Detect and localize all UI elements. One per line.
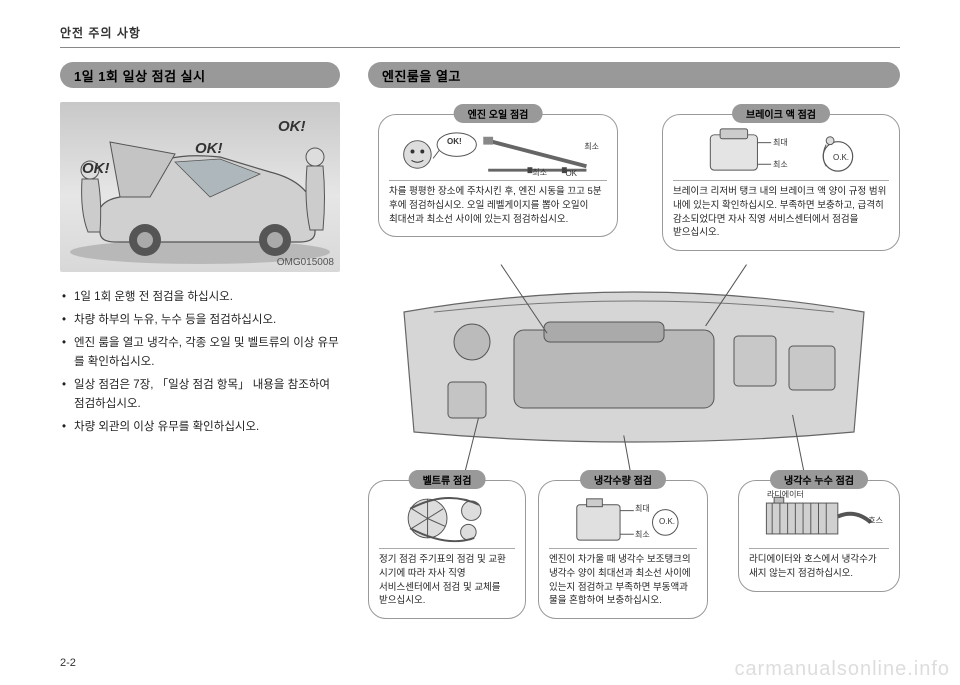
list-item: 차량 외관의 이상 유무를 확인하십시오. bbox=[60, 418, 340, 437]
left-column: 1일 1회 일상 점검 실시 bbox=[60, 62, 340, 441]
card-belt: 벨트류 점검 정기 점검 주기표의 점검 및 교환 시기에 bbox=[368, 480, 526, 619]
card-coolant-level: 냉각수량 점검 최대 최소 O.K. 엔진이 차가울 때 냉각수 보조탱크의 냉… bbox=[538, 480, 708, 619]
right-column: 엔진룸을 열고 엔진 오일 점검 bbox=[368, 62, 900, 441]
content-row: 1일 1회 일상 점검 실시 bbox=[60, 62, 900, 441]
card-engine-oil: 엔진 오일 점검 OK! 최소 bbox=[378, 114, 618, 237]
header-divider bbox=[60, 47, 900, 48]
list-item: 차량 하부의 누유, 누수 등을 점검하십시오. bbox=[60, 311, 340, 330]
list-item: 1일 1회 운행 전 점검을 하십시오. bbox=[60, 288, 340, 307]
dipstick-min: 최소 bbox=[532, 167, 547, 178]
card-coolant-leak: 냉각수 누수 점검 라디에이터 호스 bbox=[738, 480, 900, 592]
card-text-coolant: 엔진이 차가울 때 냉각수 보조탱크의 냉각수 양이 최대선과 최소선 사이에 … bbox=[549, 553, 697, 608]
section-header: 안전 주의 사항 bbox=[60, 24, 900, 41]
card-label-brake: 브레이크 액 점검 bbox=[732, 104, 830, 123]
illustration-code: OMG015008 bbox=[277, 257, 334, 268]
right-section-title: 엔진룸을 열고 bbox=[368, 62, 900, 88]
ok-label-2: OK! bbox=[195, 140, 223, 157]
card-text-brake: 브레이크 리저버 탱크 내의 브레이크 액 양이 규정 범위 내에 있는지 확인… bbox=[673, 185, 889, 240]
left-section-title: 1일 1회 일상 점검 실시 bbox=[60, 62, 340, 88]
hose-label: 호스 bbox=[868, 515, 883, 526]
coolant-min: 최소 bbox=[635, 529, 650, 540]
manual-page: 안전 주의 사항 1일 1회 일상 점검 실시 bbox=[0, 0, 960, 685]
card-label-leak: 냉각수 누수 점검 bbox=[770, 470, 868, 489]
brake-ok: O.K. bbox=[833, 153, 849, 162]
ok-label-1: OK! bbox=[82, 160, 110, 177]
coolant-ok: O.K. bbox=[659, 517, 675, 526]
ok-label-3: OK! bbox=[278, 118, 306, 135]
list-item: 엔진 룸을 열고 냉각수, 각종 오일 및 벨트류의 이상 유무를 확인하십시오… bbox=[60, 334, 340, 372]
coolant-max: 최대 bbox=[635, 503, 650, 514]
bullet-list: 1일 1회 운행 전 점검을 하십시오. 차량 하부의 누유, 누수 등을 점검… bbox=[60, 288, 340, 437]
brake-fluid-icon bbox=[673, 123, 889, 180]
card-label-coolant: 냉각수량 점검 bbox=[580, 470, 666, 489]
dipstick-ok: OK bbox=[565, 169, 577, 178]
car-illustration: OK! OK! OK! OMG015008 bbox=[60, 102, 340, 272]
ok-bubble: OK! bbox=[447, 137, 462, 146]
belt-icon bbox=[379, 489, 515, 548]
brake-min: 최소 bbox=[773, 159, 788, 170]
card-label-belt: 벨트류 점검 bbox=[409, 470, 486, 489]
card-text-belt: 정기 점검 주기표의 점검 및 교환 시기에 따라 자사 직영 서비스센터에서 … bbox=[379, 553, 515, 608]
list-item: 일상 점검은 7장, 「일상 점검 항목」 내용을 참조하여 점검하십시오. bbox=[60, 376, 340, 414]
radiator-label: 라디에이터 bbox=[767, 489, 804, 500]
dipstick-max: 최소 bbox=[584, 141, 599, 152]
card-label-engine-oil: 엔진 오일 점검 bbox=[454, 104, 543, 123]
page-number: 2-2 bbox=[60, 657, 76, 669]
engine-bay-illustration bbox=[388, 282, 880, 452]
watermark: carmanualsonline.info bbox=[724, 654, 960, 685]
card-text-leak: 라디에이터와 호스에서 냉각수가 새지 않는지 점검하십시오. bbox=[749, 553, 889, 581]
card-text-engine-oil: 차를 평평한 장소에 주차시킨 후, 엔진 시동을 끄고 5분 후에 점검하십시… bbox=[389, 185, 607, 226]
brake-max: 최대 bbox=[773, 137, 788, 148]
left-title-text: 1일 1회 일상 점검 실시 bbox=[74, 66, 206, 85]
right-title-text: 엔진룸을 열고 bbox=[382, 66, 461, 85]
card-brake-fluid: 브레이크 액 점검 최대 최소 O.K. 브레이크 리저버 탱 bbox=[662, 114, 900, 251]
